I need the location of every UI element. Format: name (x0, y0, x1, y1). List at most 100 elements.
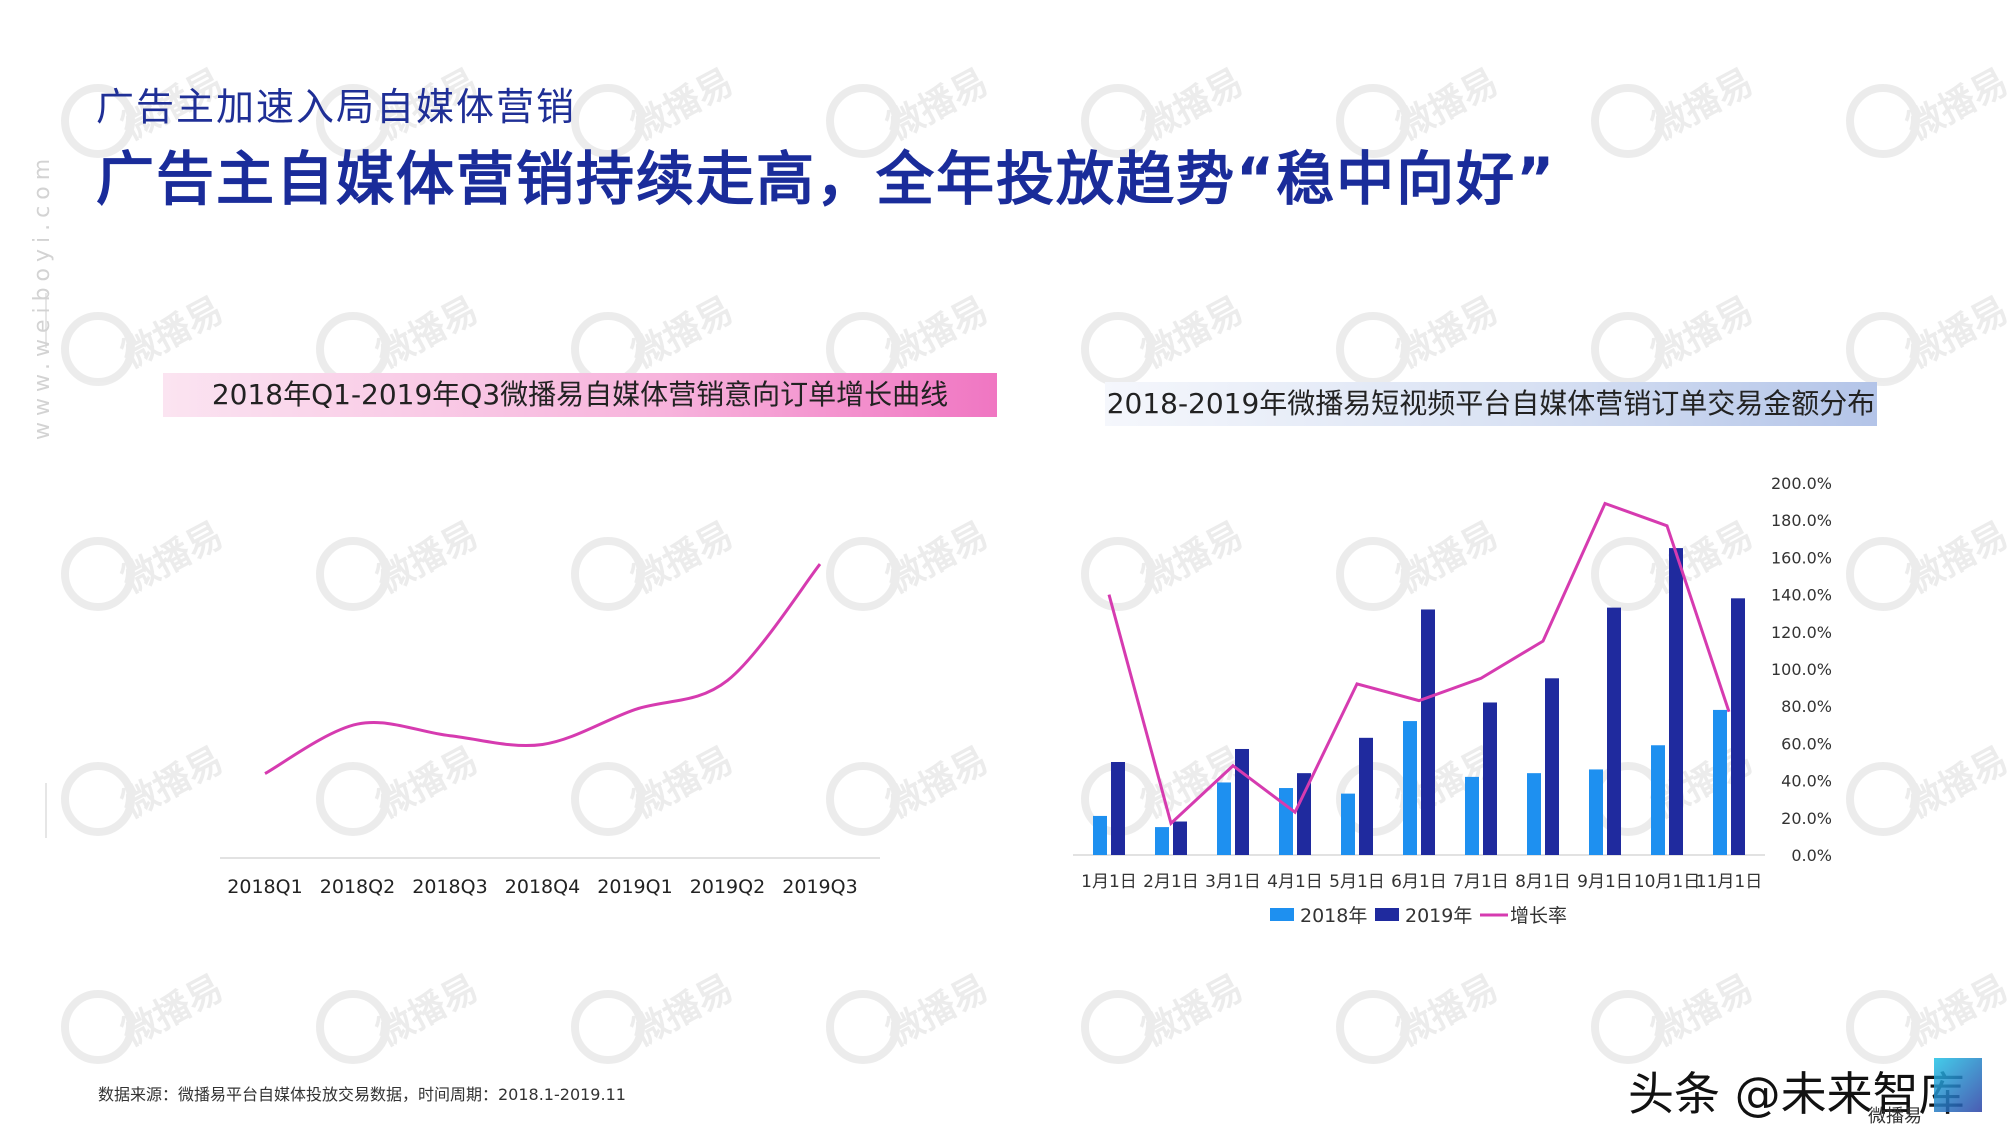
watermark-ring-icon (61, 312, 135, 386)
bar-2018 (1713, 709, 1727, 855)
watermark-text: 微播易 (1900, 289, 2015, 377)
data-source-note: 数据来源：微播易平台自媒体投放交易数据，时间周期：2018.1-2019.11 (98, 1085, 626, 1104)
watermark-text: 微播易 (625, 289, 740, 377)
side-divider-top (45, 293, 47, 348)
order-amount-chart: 1月1日 2月1日 3月1日 4月1日 5月1日 6月1日 7月1日 8月1日 9月1日 10月1… (1073, 474, 1832, 927)
watermark-text: 微播易 (370, 289, 485, 377)
watermark-ring-icon (1846, 84, 1920, 158)
bar-2019 (1235, 748, 1249, 855)
x-tick-label: 4月1日 (1267, 872, 1323, 892)
watermark-text: 微播易 (370, 967, 485, 1055)
watermark-ring-icon (61, 990, 135, 1064)
watermark-ring-icon (1591, 84, 1665, 158)
left-chart-title: 2018年Q1-2019年Q3微播易自媒体营销意向订单增长曲线 (163, 373, 997, 417)
bar-2018 (1651, 745, 1665, 855)
bar-2019 (1607, 607, 1621, 855)
right-chart-title: 2018-2019年微播易短视频平台自媒体营销订单交易金额分布 (1105, 382, 1877, 426)
watermark-ring-icon (1336, 990, 1410, 1064)
watermark-text: 微播易 (1645, 967, 1760, 1055)
bar-2019 (1669, 548, 1683, 855)
page-subtitle: 广告主加速入局自媒体营销 (96, 85, 577, 129)
legend-label: 2019年 (1405, 905, 1472, 927)
watermark-ring-icon (826, 990, 900, 1064)
bar-2019 (1731, 598, 1745, 855)
x-tick-label: 2019Q2 (690, 876, 765, 898)
bar-2019 (1545, 678, 1559, 855)
bar-2018 (1279, 788, 1293, 855)
watermark-text: 微播易 (115, 289, 230, 377)
page-title: 广告主自媒体营销持续走高，全年投放趋势“稳中向好” (96, 145, 1557, 213)
watermark-ring-icon (1846, 312, 1920, 386)
x-tick-label: 5月1日 (1329, 872, 1385, 892)
bar-2018 (1589, 769, 1603, 855)
x-tick-label: 11月1日 (1696, 872, 1762, 892)
growth-rate-line (1107, 501, 1731, 827)
y2-tick-label: 100.0% (1771, 660, 1832, 679)
watermark-ring-icon (571, 990, 645, 1064)
watermark-text: 微播易 (1645, 61, 1760, 149)
watermark-text: 微播易 (115, 967, 230, 1055)
watermark-ring-icon (1336, 312, 1410, 386)
y2-tick-label: 160.0% (1771, 548, 1832, 567)
watermark-ring-icon (61, 762, 135, 836)
watermark-logo: 微播易 (55, 968, 230, 1078)
x-tick-label: 8月1日 (1515, 872, 1571, 892)
watermark-text: 微播易 (1135, 967, 1250, 1055)
watermark-text: 微播易 (1135, 289, 1250, 377)
brand-attribution: 头条 @未来智库 (1628, 1067, 1965, 1121)
bar-2018 (1403, 721, 1417, 855)
watermark-logo: 微播易 (565, 968, 740, 1078)
watermark-text: 微播易 (880, 289, 995, 377)
side-url-watermark: www.weiboyi.com (30, 152, 55, 440)
x-tick-label: 2019Q1 (597, 876, 672, 898)
bar-2019 (1483, 702, 1497, 855)
watermark-logo: 微播易 (820, 968, 995, 1078)
bar-2018 (1465, 776, 1479, 855)
x-tick-label: 2月1日 (1143, 872, 1199, 892)
watermark-text: 微播易 (1390, 967, 1505, 1055)
x-tick-label: 3月1日 (1205, 872, 1261, 892)
bar-2018 (1217, 782, 1231, 855)
bar-2018 (1093, 815, 1107, 855)
brand-logo-icon (1934, 1058, 1982, 1112)
watermark-text: 微播易 (1645, 289, 1760, 377)
growth-curve-line (264, 563, 822, 775)
bar-2019 (1359, 737, 1373, 855)
legend-label: 2018年 (1300, 905, 1367, 927)
y2-tick-label: 60.0% (1781, 734, 1832, 753)
bar-2018 (1155, 827, 1169, 855)
watermark-ring-icon (1591, 312, 1665, 386)
y2-tick-label: 20.0% (1781, 809, 1832, 828)
watermark-logo: 微播易 (1075, 968, 1250, 1078)
x-tick-label: 2018Q1 (227, 876, 302, 898)
x-tick-label: 10月1日 (1634, 872, 1700, 892)
legend-swatch (1270, 908, 1294, 921)
growth-curve-chart: 2018Q1 2018Q2 2018Q3 2018Q4 2019Q1 2019Q2 2019… (220, 563, 880, 898)
bar-2019 (1421, 609, 1435, 855)
watermark-ring-icon (61, 537, 135, 611)
watermark-text: 微播易 (880, 967, 995, 1055)
x-tick-label: 1月1日 (1081, 872, 1137, 892)
watermark-ring-icon (316, 990, 390, 1064)
watermark-text: 微播易 (1900, 61, 2015, 149)
watermark-text: 微播易 (625, 967, 740, 1055)
watermark-ring-icon (1081, 990, 1155, 1064)
brand-small-label: 微播易 (1868, 1106, 1922, 1127)
x-tick-label: 2018Q3 (412, 876, 487, 898)
y2-tick-label: 80.0% (1781, 697, 1832, 716)
watermark-ring-icon (1081, 312, 1155, 386)
y2-tick-label: 180.0% (1771, 511, 1832, 530)
watermark-text: 微播易 (1900, 967, 2015, 1055)
side-divider-bottom (45, 783, 47, 838)
watermark-logo: 微播易 (1840, 62, 2015, 172)
y2-tick-label: 200.0% (1771, 474, 1832, 493)
watermark-ring-icon (1846, 990, 1920, 1064)
y2-tick-label: 140.0% (1771, 586, 1832, 605)
watermark-logo: 微播易 (1330, 968, 1505, 1078)
x-tick-label: 6月1日 (1391, 872, 1447, 892)
y2-tick-label: 0.0% (1791, 846, 1832, 865)
watermark-logo: 微播易 (1585, 62, 1760, 172)
legend-swatch (1375, 908, 1399, 921)
bar-2019 (1297, 773, 1311, 855)
x-tick-label: 2019Q3 (782, 876, 857, 898)
